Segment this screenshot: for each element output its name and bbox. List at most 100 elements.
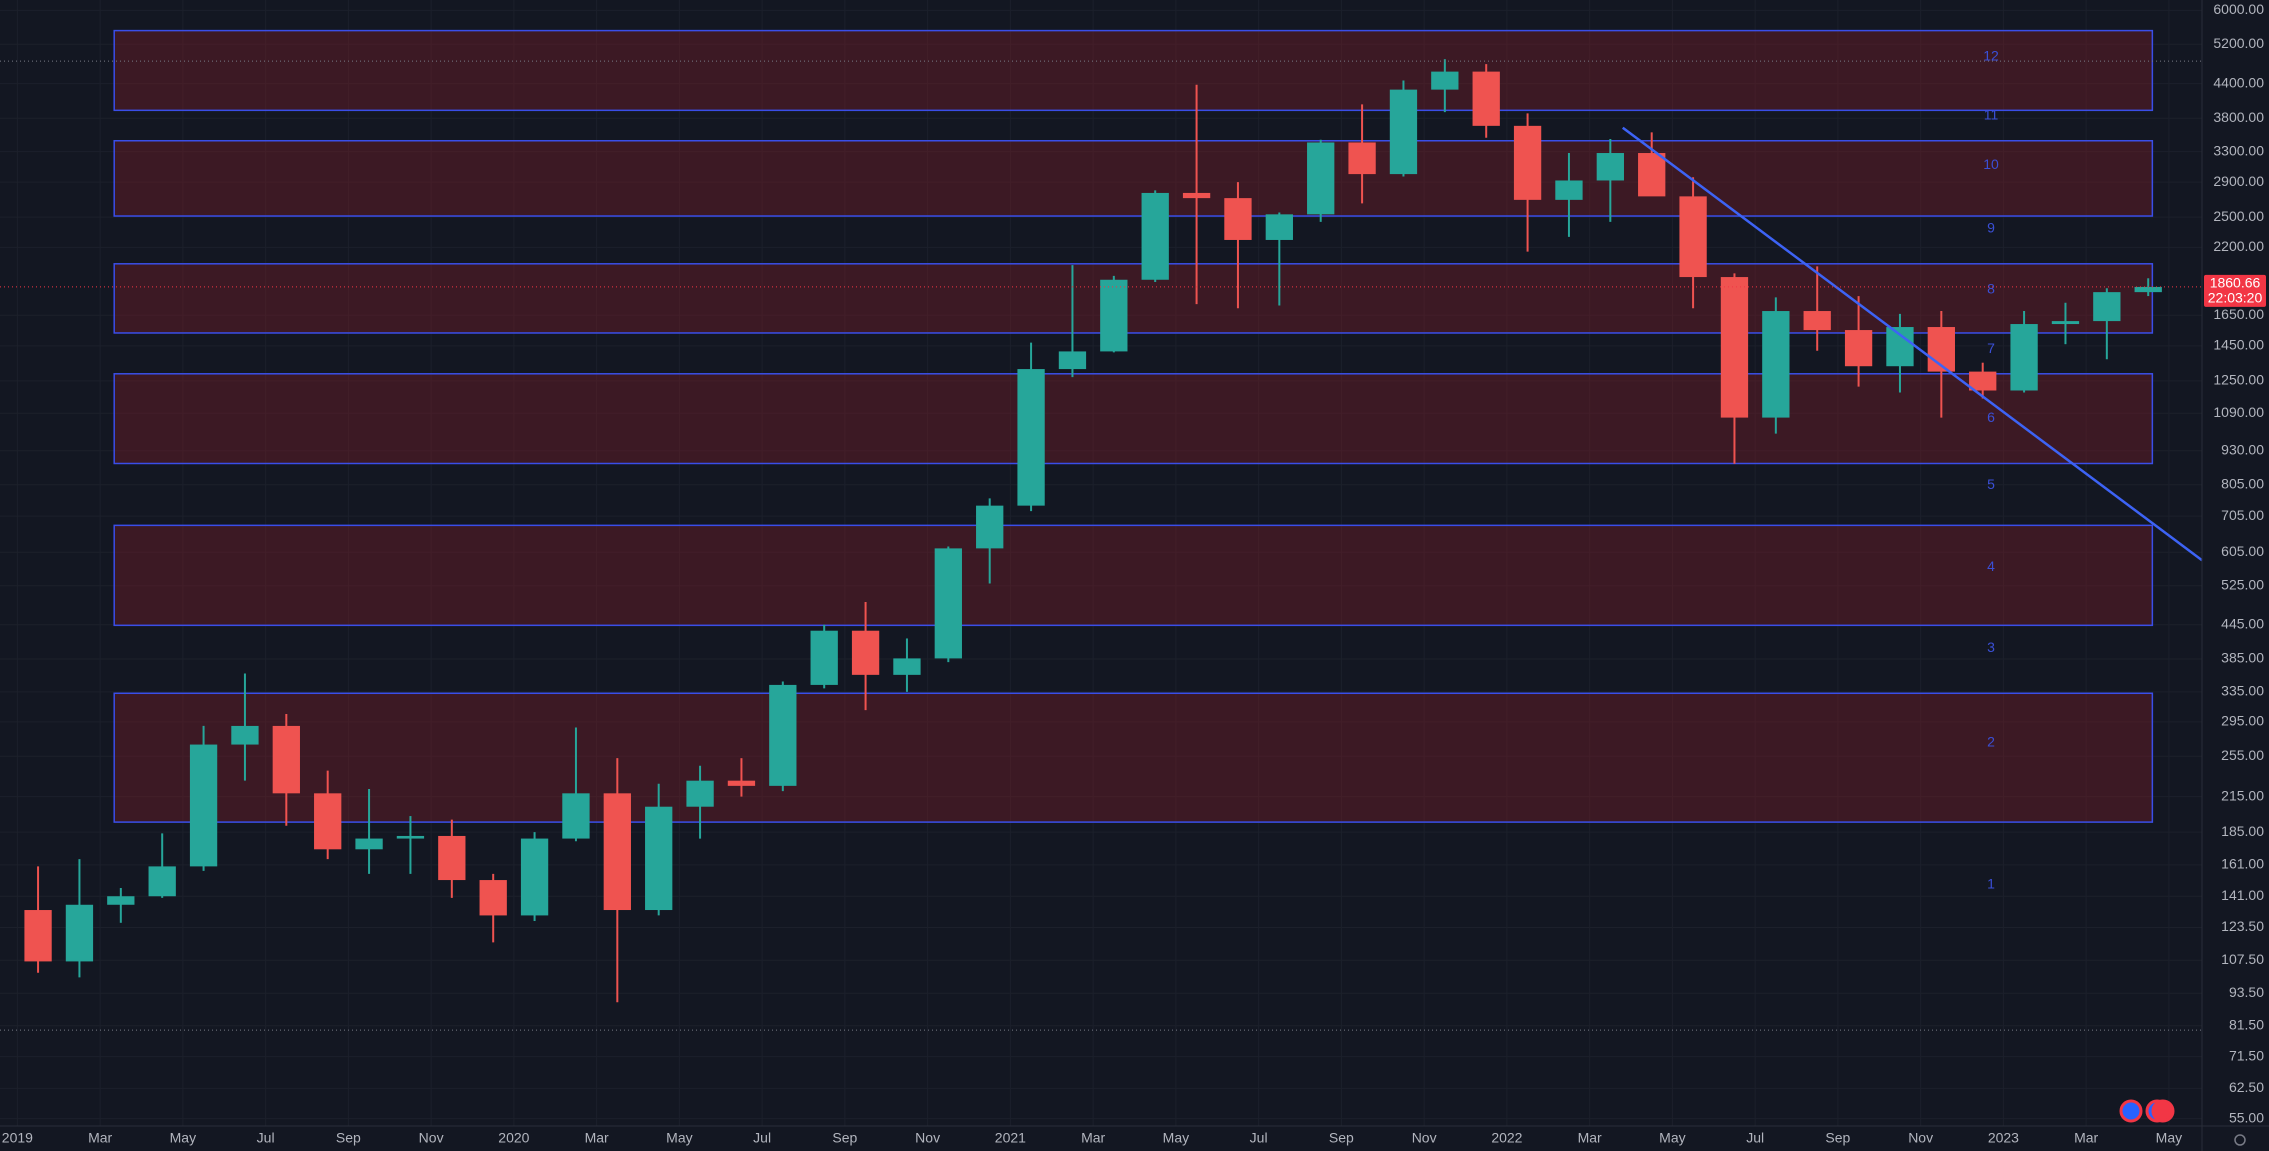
x-tick-label: 2020 — [498, 1130, 529, 1146]
x-tick-label: Nov — [915, 1130, 940, 1146]
candle-body — [2010, 324, 2038, 391]
level-label: 11 — [1984, 107, 1999, 123]
y-tick-label: 3800.00 — [2213, 109, 2264, 125]
last-price-label: 1860.66 — [2210, 275, 2261, 291]
y-tick-label: 2500.00 — [2213, 208, 2264, 224]
zone — [113, 29, 2154, 112]
candle-body — [976, 505, 1004, 549]
y-tick-label: 2900.00 — [2213, 173, 2264, 189]
zones — [113, 29, 2154, 823]
y-tick-label: 930.00 — [2221, 441, 2264, 457]
candle-body — [1679, 196, 1707, 278]
y-tick-label: 805.00 — [2221, 476, 2264, 492]
x-tick-label: Sep — [336, 1130, 361, 1146]
candle-body — [769, 684, 797, 786]
x-tick-label: May — [1163, 1130, 1189, 1146]
x-tick-label: May — [170, 1130, 196, 1146]
icon[interactable] — [2119, 1099, 2143, 1123]
candle-body — [1969, 371, 1997, 391]
level-label: 3 — [1987, 639, 1995, 655]
settings-icon[interactable] — [2234, 1134, 2246, 1146]
zone — [113, 692, 2154, 823]
level-label: 6 — [1987, 409, 1995, 425]
candle-body — [1472, 71, 1500, 126]
level-label: 2 — [1987, 734, 1995, 750]
x-tick-label: May — [1659, 1130, 1685, 1146]
candle-body — [893, 658, 921, 675]
x-tick-label: Mar — [88, 1130, 112, 1146]
y-tick-label: 1650.00 — [2213, 306, 2264, 322]
last-price-box — [2204, 274, 2266, 307]
y-tick-label: 107.50 — [2221, 951, 2264, 967]
flag-icons[interactable] — [2119, 1099, 2175, 1123]
candle-body — [2093, 292, 2121, 322]
y-tick-label: 123.50 — [2221, 918, 2264, 934]
candle-body — [107, 896, 135, 905]
y-tick-label: 215.00 — [2221, 787, 2264, 803]
y-tick-label: 385.00 — [2221, 650, 2264, 666]
y-tick-label: 93.50 — [2229, 984, 2264, 1000]
candle-body — [231, 725, 259, 745]
candle-body — [686, 780, 714, 807]
x-tick-label: Sep — [832, 1130, 857, 1146]
candle-body — [1058, 351, 1087, 370]
level-label: 5 — [1987, 476, 1995, 492]
candle-body — [1182, 192, 1211, 199]
candle-body — [148, 866, 176, 897]
y-tick-label: 161.00 — [2221, 856, 2264, 872]
x-tick-label: Nov — [1412, 1130, 1437, 1146]
y-tick-label: 255.00 — [2221, 747, 2264, 763]
level-label: 10 — [1983, 156, 1999, 172]
y-tick-label: 705.00 — [2221, 507, 2264, 523]
candle-body — [479, 880, 507, 916]
y-tick-label: 141.00 — [2221, 887, 2264, 903]
y-tick-label: 1450.00 — [2213, 337, 2264, 353]
zone — [113, 373, 2154, 465]
x-tick-label: Jul — [1250, 1130, 1268, 1146]
candle-body — [1389, 89, 1418, 175]
y-tick-label: 2200.00 — [2213, 238, 2264, 254]
candle-body — [1017, 369, 1045, 506]
zone — [113, 524, 2154, 627]
x-tick-label: Sep — [1329, 1130, 1354, 1146]
countdown-label: 22:03:20 — [2208, 290, 2263, 306]
candle-body — [1307, 142, 1335, 215]
x-tick-label: Jul — [1746, 1130, 1764, 1146]
level-label: 4 — [1987, 558, 1995, 574]
candle-body — [1141, 192, 1169, 280]
y-tick-label: 5200.00 — [2213, 35, 2264, 51]
x-tick-label: May — [666, 1130, 692, 1146]
x-tick-label: 2021 — [995, 1130, 1026, 1146]
x-tick-label: Jul — [257, 1130, 275, 1146]
y-tick-label: 185.00 — [2221, 823, 2264, 839]
y-tick-label: 335.00 — [2221, 683, 2264, 699]
y-tick-label: 4400.00 — [2213, 74, 2264, 90]
trendline — [1621, 126, 2203, 562]
candle-body — [603, 793, 631, 911]
level-label: 7 — [1987, 340, 1995, 356]
level-label: 8 — [1987, 281, 1995, 297]
y-tick-label: 6000.00 — [2213, 1, 2264, 17]
candle-body — [645, 806, 673, 911]
candle-body — [1100, 279, 1128, 352]
candle-body — [65, 904, 94, 962]
y-tick-label: 605.00 — [2221, 543, 2264, 559]
candle-body — [1265, 214, 1293, 240]
candle-body — [934, 548, 962, 659]
candle-body — [396, 835, 425, 839]
y-tick-label: 3300.00 — [2213, 142, 2264, 158]
x-tick-label: Mar — [1081, 1130, 1105, 1146]
candle-body — [810, 630, 838, 685]
x-tick-label: Mar — [585, 1130, 609, 1146]
icon[interactable] — [2151, 1099, 2175, 1123]
candle-body — [1431, 71, 1459, 90]
level-label: 12 — [1983, 47, 1999, 63]
x-tick-label: Jul — [753, 1130, 771, 1146]
candle-body — [1844, 330, 1873, 367]
candle-body — [189, 744, 218, 867]
x-tick-label: May — [2156, 1130, 2182, 1146]
y-tick-label: 71.50 — [2229, 1047, 2264, 1063]
